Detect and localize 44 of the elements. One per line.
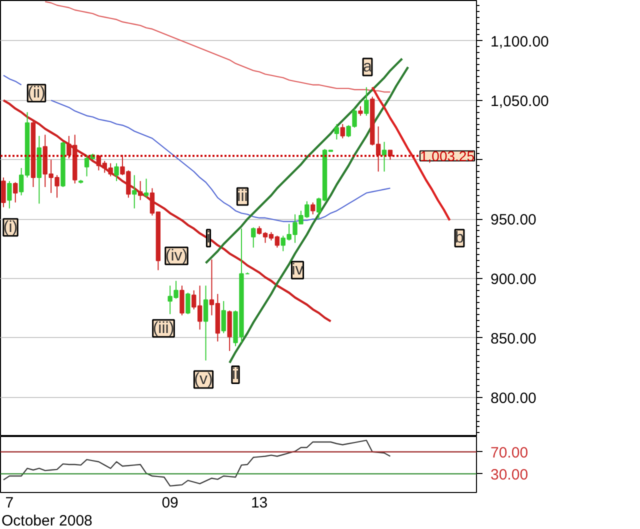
candlestick: [203, 285, 208, 361]
candlestick: [310, 202, 316, 215]
candlestick: [114, 162, 119, 182]
y-tick-label: 30.00: [490, 466, 528, 484]
y-tick-label: 850.00: [490, 330, 536, 348]
candlestick: [186, 292, 190, 315]
candlestick: [221, 300, 226, 334]
annotation: (iii): [152, 320, 174, 337]
y-tick-label: 70.00: [490, 444, 528, 462]
line-series: [44, 1, 391, 93]
candlestick: [132, 174, 137, 209]
candlestick: [138, 180, 143, 201]
candlestick: [334, 124, 340, 140]
line-series: [2, 99, 332, 322]
candlestick: [7, 180, 12, 209]
y-tick-label: 900.00: [490, 270, 536, 288]
candlestick: [251, 226, 256, 248]
annotation: (i): [3, 218, 18, 236]
candlestick: [180, 285, 184, 316]
x-tick-label: 7: [5, 494, 14, 512]
annotation: (iv): [165, 247, 188, 264]
candlestick: [13, 182, 18, 203]
y-tick-label: 1,100.00: [490, 33, 549, 50]
line-series: [2, 440, 391, 487]
candlestick: [388, 150, 393, 160]
candlestick: [144, 178, 149, 198]
annotation: (v): [194, 370, 213, 388]
candlestick: [1, 177, 6, 208]
y-tick-label: 950.00: [490, 212, 536, 229]
line-series: [204, 58, 404, 264]
candlestick: [382, 141, 387, 172]
x-tick-label: 13: [250, 494, 268, 512]
candlestick: [364, 86, 369, 116]
y-tick-label: 1,050.00: [490, 92, 549, 110]
ref-line-label: 1,003.25: [420, 148, 475, 164]
y-tick-label: 800.00: [490, 390, 536, 407]
x-axis-title: October 2008: [2, 512, 92, 529]
candlestick: [358, 106, 363, 116]
annotation: i: [206, 230, 210, 247]
annotation: ii: [232, 366, 240, 384]
annotation: (ii): [28, 84, 46, 102]
annotation: iii: [237, 188, 248, 206]
x-tick-label: 09: [162, 494, 178, 512]
candlestick: [340, 124, 345, 139]
